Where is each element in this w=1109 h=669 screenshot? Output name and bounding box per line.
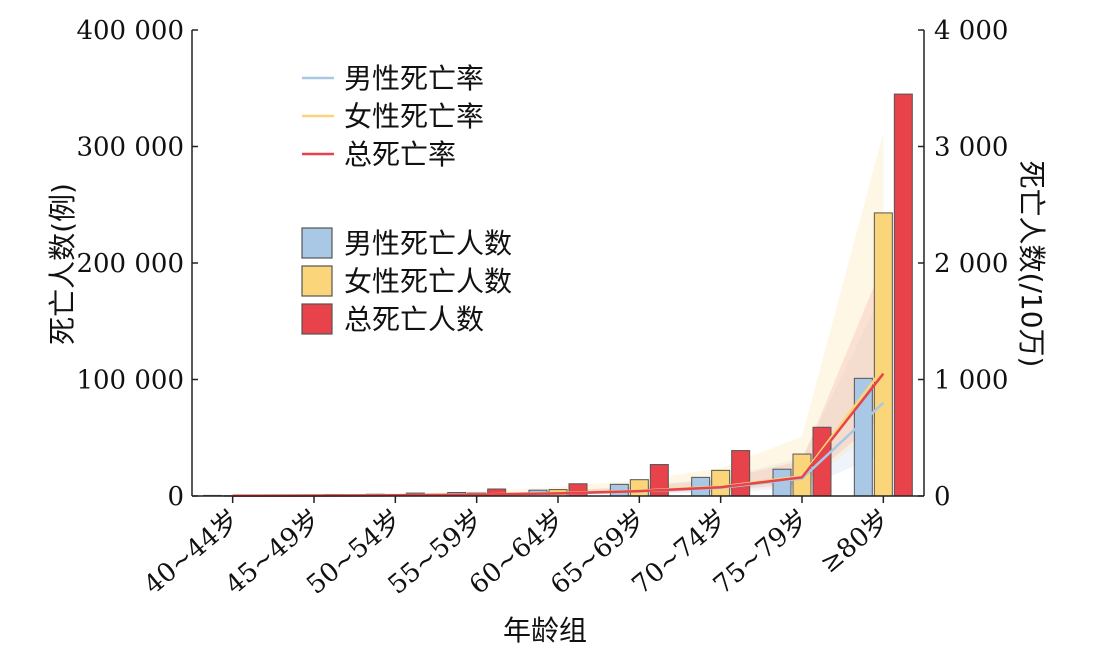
legend-bar-label-2: 女性死亡人数 (344, 265, 512, 298)
bar-3-9 (893, 93, 913, 497)
legend-line-label-3: 总死亡率 (344, 138, 456, 171)
bar-2-9 (873, 212, 893, 497)
legend-line-label-2: 女性死亡率 (344, 100, 484, 133)
legend-line-label-1: 男性死亡率 (344, 62, 484, 95)
legend-bar-label-1: 男性死亡人数 (344, 227, 512, 260)
y-left-tick-label: 0 (167, 482, 184, 512)
y-left-tick-label: 400 000 (76, 16, 184, 46)
bars-group (203, 93, 913, 497)
y-right-tick-label: 2 000 (934, 249, 1008, 279)
legend-swatch-1 (301, 227, 333, 259)
y-left-tick-label: 200 000 (76, 249, 184, 279)
y-right-tick-label: 0 (934, 482, 951, 512)
bar-3-7 (731, 450, 751, 497)
y-axis-right-title: 死亡人数(/10万) (1015, 161, 1048, 368)
x-tick-label: ≥80岁 (815, 504, 896, 579)
y-right-tick-label: 1 000 (934, 366, 1008, 396)
y-left-tick-label: 300 000 (76, 133, 184, 163)
legend-swatch-3 (301, 303, 333, 335)
y-right-tick-label: 4 000 (934, 16, 1008, 46)
y-axis-left-title: 死亡人数(例) (46, 183, 79, 345)
legend-swatch-2 (301, 265, 333, 297)
bar-2-7 (711, 469, 731, 497)
bar-2-6 (629, 479, 649, 497)
y-left-tick-label: 100 000 (76, 366, 184, 396)
x-axis-title: 年龄组 (503, 614, 587, 647)
legend-bar-label-3: 总死亡人数 (344, 303, 484, 336)
y-right-tick-label: 3 000 (934, 133, 1008, 163)
